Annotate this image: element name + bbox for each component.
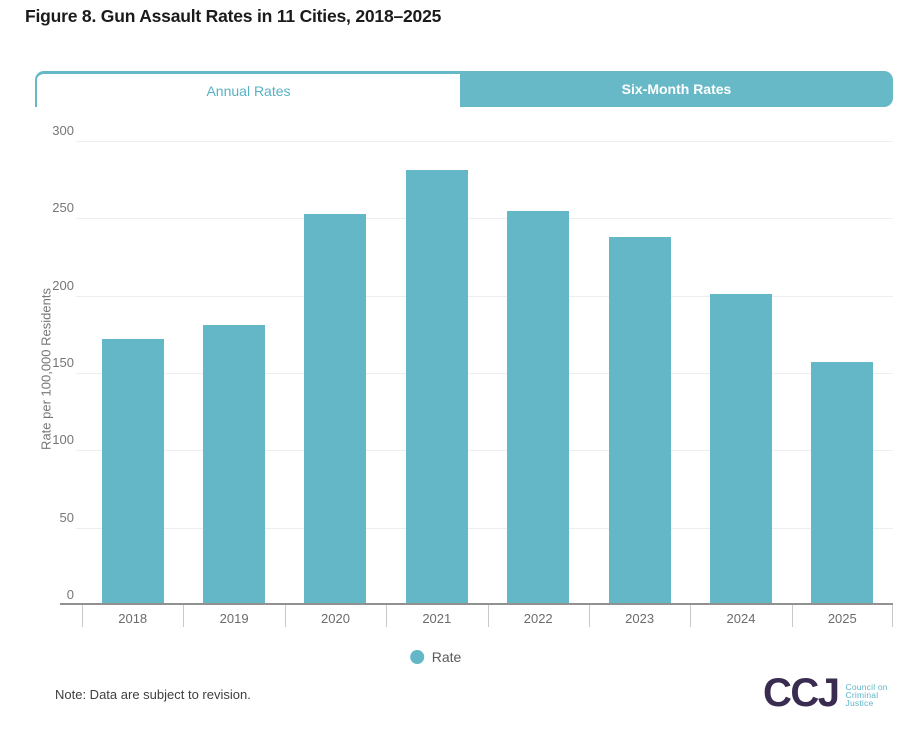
legend[interactable]: Rate bbox=[409, 649, 462, 665]
x-axis-tick bbox=[892, 605, 893, 627]
bar-2021[interactable] bbox=[405, 170, 468, 605]
x-tick-label-2018: 2018 bbox=[118, 611, 148, 626]
bar-2020[interactable] bbox=[304, 213, 367, 605]
footnote: Note: Data are subject to revision. bbox=[55, 687, 251, 702]
gridline bbox=[76, 218, 893, 220]
x-axis-tick bbox=[791, 605, 793, 627]
y-tick-label: 0 bbox=[66, 587, 74, 602]
ccj-logo: CCJ Council on Criminal Justice bbox=[763, 673, 888, 713]
bar-2022[interactable] bbox=[507, 210, 570, 605]
x-tick-label-2021: 2021 bbox=[422, 611, 452, 626]
x-axis-tick bbox=[588, 605, 590, 627]
y-tick-label: 50 bbox=[59, 509, 74, 525]
ccj-logo-line: Justice bbox=[845, 697, 874, 708]
y-tick-label: 300 bbox=[52, 123, 74, 138]
gridline bbox=[76, 450, 893, 452]
bar-2018[interactable] bbox=[101, 339, 164, 605]
bar-2025[interactable] bbox=[811, 362, 874, 605]
x-axis-line bbox=[60, 603, 893, 605]
gridline bbox=[76, 527, 893, 529]
y-tick-label: 200 bbox=[52, 277, 74, 293]
tab-six-month-rates[interactable]: Six-Month Rates bbox=[460, 71, 893, 107]
figure-title: Figure 8. Gun Assault Rates in 11 Cities… bbox=[25, 6, 442, 26]
ccj-logo-acronym: CCJ bbox=[763, 671, 840, 715]
bar-2024[interactable] bbox=[709, 294, 772, 605]
x-axis-tick bbox=[284, 605, 286, 627]
bar-2023[interactable] bbox=[608, 236, 671, 605]
tab-bar: Annual Rates Six-Month Rates bbox=[35, 71, 893, 107]
y-axis-title: Rate per 100,000 Residents bbox=[38, 288, 54, 450]
gridline bbox=[76, 295, 893, 297]
x-tick-label-2024: 2024 bbox=[726, 611, 756, 626]
gridline bbox=[76, 141, 893, 142]
x-tick-label-2023: 2023 bbox=[625, 611, 655, 626]
tab-annual-rates[interactable]: Annual Rates bbox=[35, 71, 460, 107]
bar-2019[interactable] bbox=[203, 325, 266, 605]
y-tick-label: 250 bbox=[52, 200, 74, 216]
x-axis-tick bbox=[82, 605, 83, 627]
x-axis-tick bbox=[183, 605, 185, 627]
tab-six-month-rates-label: Six-Month Rates bbox=[621, 81, 732, 97]
x-axis-tick bbox=[386, 605, 388, 627]
legend-rate-dot-icon bbox=[409, 650, 424, 664]
gridline bbox=[76, 373, 893, 374]
ccj-logo-line: Criminal bbox=[845, 689, 879, 700]
x-axis-tick bbox=[690, 605, 692, 627]
x-tick-label-2020: 2020 bbox=[321, 611, 350, 626]
legend-rate-label: Rate bbox=[431, 649, 462, 665]
y-tick-label: 150 bbox=[52, 355, 74, 370]
x-tick-label-2022: 2022 bbox=[523, 611, 553, 626]
tab-annual-rates-label: Annual Rates bbox=[206, 82, 291, 99]
y-tick-label: 100 bbox=[52, 432, 74, 448]
x-tick-label-2019: 2019 bbox=[219, 611, 249, 626]
ccj-logo-text: Council on Criminal Justice bbox=[845, 682, 888, 708]
x-axis-tick bbox=[487, 605, 489, 627]
ccj-logo-line: Council on bbox=[845, 682, 888, 692]
x-tick-label-2025: 2025 bbox=[827, 611, 857, 626]
